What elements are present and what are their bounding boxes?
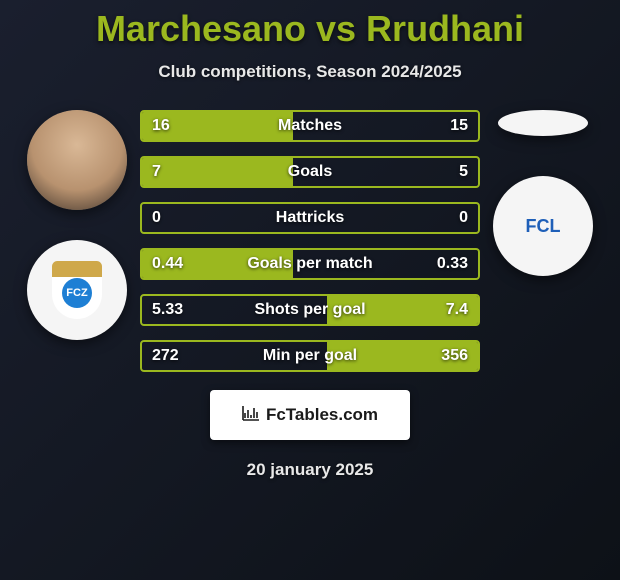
stat-value-right: 5 (459, 163, 468, 181)
site-link[interactable]: FcTables.com (210, 390, 410, 440)
stat-fill-left (142, 158, 293, 186)
stat-label: Min per goal (263, 347, 357, 365)
stat-row: 16 Matches 15 (140, 110, 480, 142)
face-icon (27, 110, 127, 210)
player-left-column: FCZ (22, 110, 132, 340)
stat-value-left: 7 (152, 163, 161, 181)
stat-label: Hattricks (276, 209, 344, 227)
stat-value-left: 16 (152, 117, 170, 135)
stat-value-right: 15 (450, 117, 468, 135)
stat-value-right: 0.33 (437, 255, 468, 273)
page-title: Marchesano vs Rrudhani (96, 8, 524, 50)
footer-date: 20 january 2025 (247, 460, 374, 480)
player-right-column: FCL (488, 110, 598, 276)
stat-row: 7 Goals 5 (140, 156, 480, 188)
stat-row: 0 Hattricks 0 (140, 202, 480, 234)
stat-value-left: 272 (152, 347, 179, 365)
stat-value-right: 356 (441, 347, 468, 365)
stat-value-left: 0.44 (152, 255, 183, 273)
club-code-right: FCL (526, 216, 561, 237)
player-left-avatar (27, 110, 127, 210)
stat-label: Matches (278, 117, 342, 135)
stat-value-left: 0 (152, 209, 161, 227)
club-badge-right: FCL (493, 176, 593, 276)
stat-label: Goals (288, 163, 332, 181)
page-subtitle: Club competitions, Season 2024/2025 (158, 62, 461, 82)
player-right-avatar (498, 110, 588, 136)
stat-row: 0.44 Goals per match 0.33 (140, 248, 480, 280)
club-code-left: FCZ (62, 278, 92, 308)
stat-value-right: 7.4 (446, 301, 468, 319)
stat-row: 272 Min per goal 356 (140, 340, 480, 372)
stat-value-left: 5.33 (152, 301, 183, 319)
chart-icon (242, 405, 260, 426)
stats-column: 16 Matches 15 7 Goals 5 0 Hattricks 0 0.44 Goals p… (140, 110, 480, 372)
comparison-card: Marchesano vs Rrudhani Club competitions… (0, 0, 620, 480)
main-row: FCZ 16 Matches 15 7 Goals 5 0 Hattricks 0 0.44 Goa… (0, 110, 620, 372)
stat-value-right: 0 (459, 209, 468, 227)
club-badge-left: FCZ (27, 240, 127, 340)
shield-icon: FCZ (52, 261, 102, 319)
stat-label: Goals per match (247, 255, 372, 273)
stat-row: 5.33 Shots per goal 7.4 (140, 294, 480, 326)
site-name: FcTables.com (266, 405, 378, 425)
stat-label: Shots per goal (254, 301, 365, 319)
